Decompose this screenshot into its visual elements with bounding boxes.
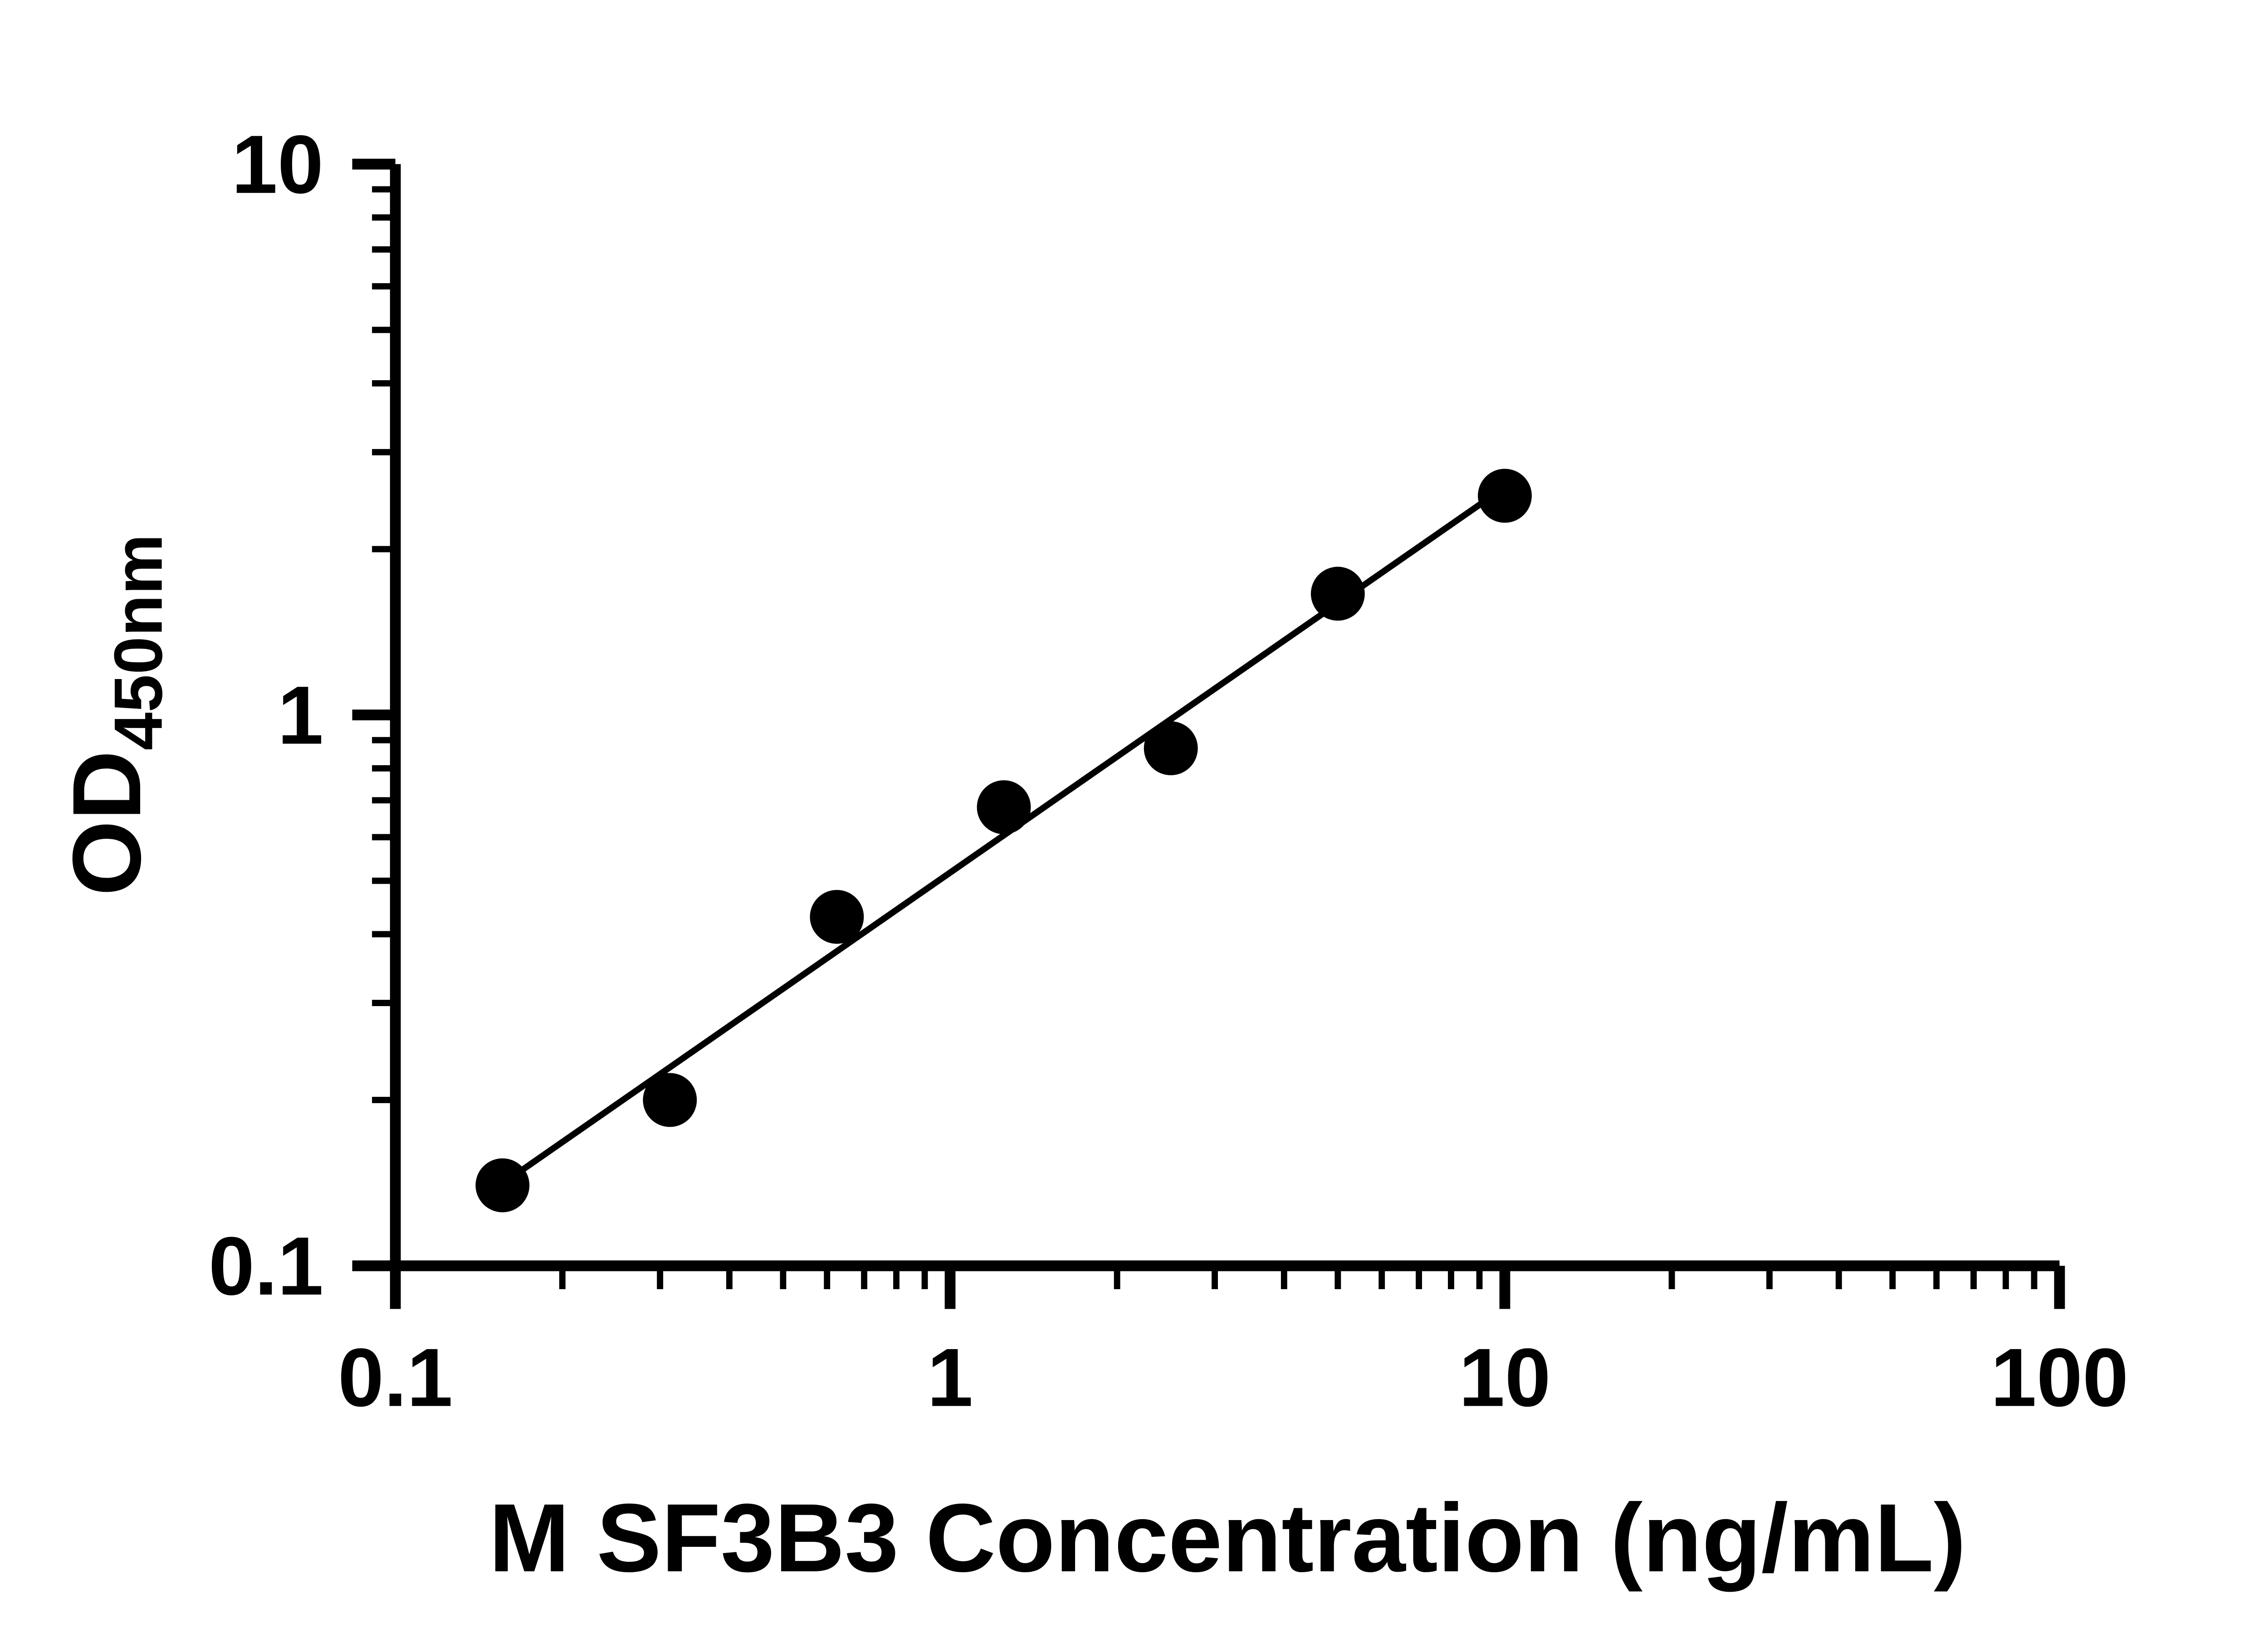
x-tick-label: 0.1	[338, 1331, 453, 1424]
data-point	[1144, 721, 1198, 776]
data-point	[643, 1073, 697, 1127]
x-tick-label: 10	[1459, 1331, 1551, 1424]
x-tick-label: 100	[1990, 1331, 2128, 1424]
data-point	[1478, 469, 1532, 523]
y-axis-title: OD450nm	[53, 534, 176, 896]
y-tick-label: 0.1	[209, 1220, 323, 1312]
y-tick-label: 10	[231, 118, 323, 210]
y-tick-label: 1	[278, 669, 323, 762]
data-point	[810, 890, 864, 944]
x-axis-title: M SF3B3 Concentration (ng/mL)	[489, 1484, 1966, 1592]
data-point	[475, 1158, 530, 1213]
x-tick-label: 1	[927, 1331, 973, 1424]
data-point	[1310, 567, 1365, 621]
data-point	[977, 780, 1031, 834]
